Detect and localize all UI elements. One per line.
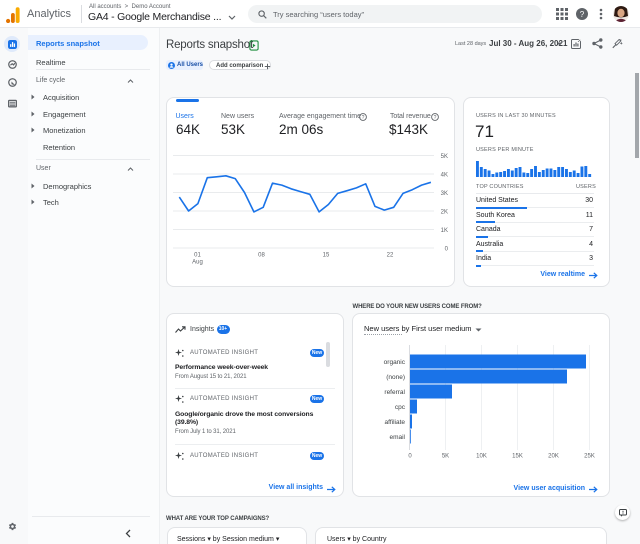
svg-text:referral: referral: [384, 389, 405, 396]
svg-text:1K: 1K: [441, 228, 448, 234]
svg-text:(none): (none): [386, 374, 405, 381]
svg-text:15K: 15K: [512, 454, 523, 460]
svg-text:2K: 2K: [441, 210, 448, 216]
svg-text:Aug: Aug: [192, 260, 203, 266]
svg-text:affiliate: affiliate: [385, 419, 406, 426]
svg-text:0: 0: [445, 247, 449, 253]
svg-text:22: 22: [387, 253, 394, 259]
svg-text:0: 0: [408, 454, 412, 460]
svg-text:3K: 3K: [441, 191, 448, 197]
svg-text:10K: 10K: [476, 454, 487, 460]
svg-text:?: ?: [580, 10, 585, 19]
svg-text:5K: 5K: [442, 454, 449, 460]
svg-text:15: 15: [323, 253, 330, 259]
svg-text:5K: 5K: [441, 154, 448, 160]
svg-text:01: 01: [194, 253, 201, 259]
svg-text:08: 08: [258, 253, 265, 259]
svg-text:?: ?: [362, 115, 365, 121]
svg-text:cpc: cpc: [395, 404, 406, 411]
svg-text:25K: 25K: [584, 454, 595, 460]
svg-text:4K: 4K: [441, 173, 448, 179]
svg-text:?: ?: [434, 115, 437, 121]
svg-text:20K: 20K: [548, 454, 559, 460]
svg-text:organic: organic: [384, 359, 406, 366]
svg-text:email: email: [389, 434, 405, 441]
